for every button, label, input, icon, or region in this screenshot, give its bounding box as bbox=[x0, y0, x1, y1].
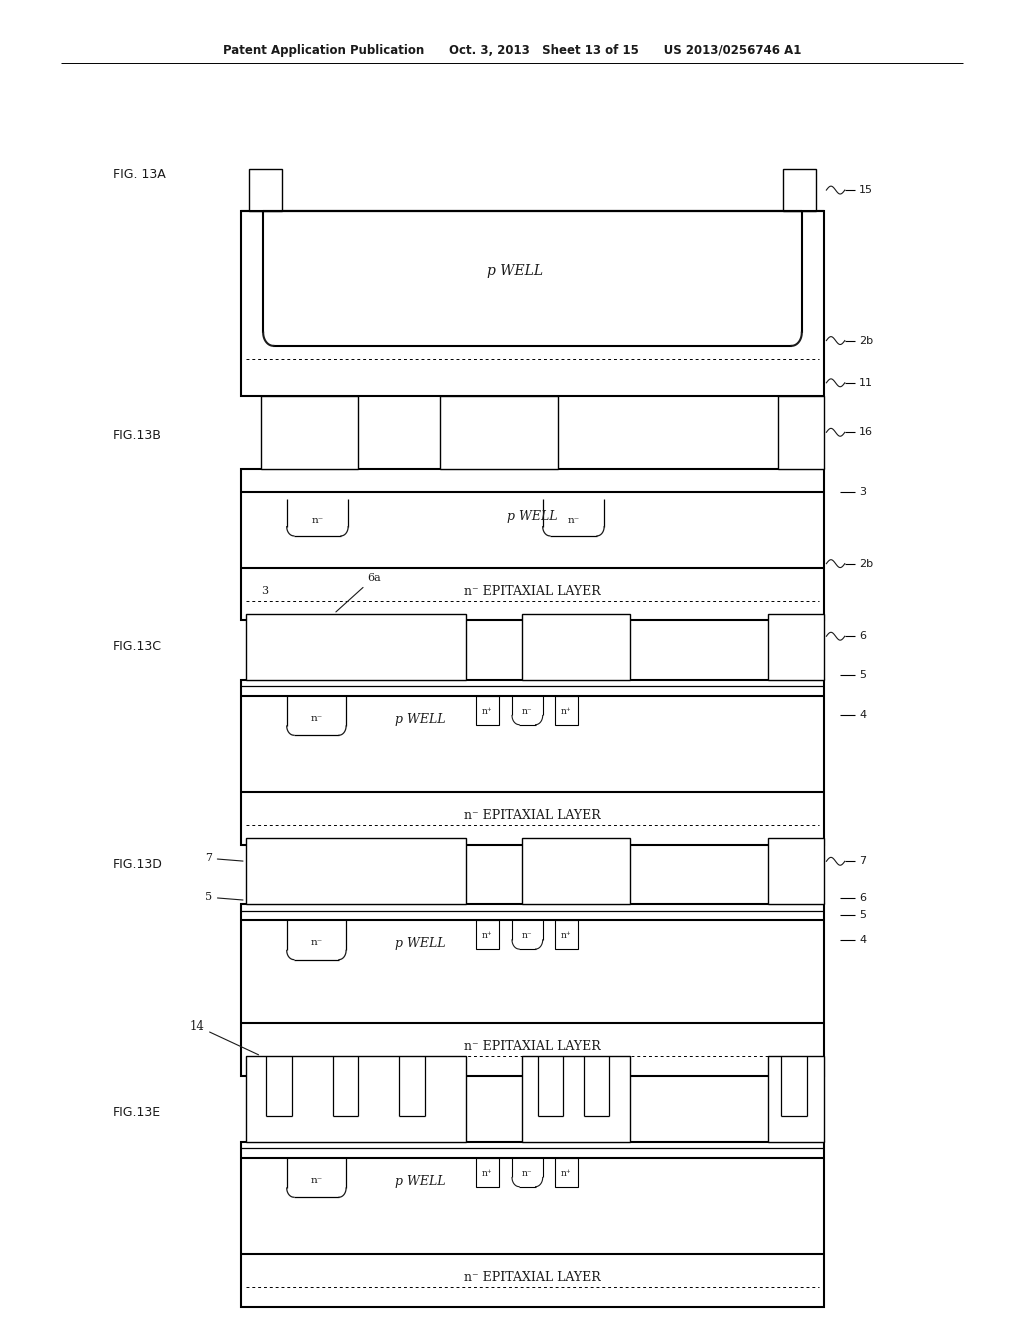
Text: 7: 7 bbox=[205, 853, 243, 863]
Text: n⁻: n⁻ bbox=[522, 708, 532, 715]
Text: FIG.13C: FIG.13C bbox=[113, 640, 162, 653]
Bar bbox=[555, 696, 578, 725]
Text: 14: 14 bbox=[189, 1019, 259, 1055]
Text: 5: 5 bbox=[859, 669, 866, 680]
Text: 6a: 6a bbox=[336, 573, 381, 612]
Text: n⁺: n⁺ bbox=[561, 708, 571, 715]
Text: 11: 11 bbox=[859, 378, 873, 388]
Text: n⁻ EPITAXIAL LAYER: n⁻ EPITAXIAL LAYER bbox=[464, 1271, 601, 1284]
Bar bbox=[768, 838, 824, 904]
Text: n⁻: n⁻ bbox=[522, 932, 532, 940]
Text: 7: 7 bbox=[859, 857, 866, 866]
Bar bbox=[261, 396, 358, 469]
Text: FIG.13B: FIG.13B bbox=[113, 429, 162, 442]
Bar bbox=[246, 614, 466, 680]
Bar bbox=[555, 920, 578, 949]
Bar bbox=[249, 169, 282, 211]
Text: 5: 5 bbox=[205, 892, 243, 903]
Bar bbox=[241, 469, 824, 620]
Bar bbox=[241, 211, 824, 396]
Text: p WELL: p WELL bbox=[507, 510, 558, 523]
Bar bbox=[476, 696, 499, 725]
Text: n⁺: n⁺ bbox=[482, 708, 493, 715]
Text: n⁻ EPITAXIAL LAYER: n⁻ EPITAXIAL LAYER bbox=[464, 1040, 601, 1053]
Bar bbox=[522, 614, 630, 680]
Bar bbox=[241, 1142, 824, 1307]
Text: 4: 4 bbox=[859, 710, 866, 721]
Text: n⁺: n⁺ bbox=[561, 1170, 571, 1177]
Text: n⁻: n⁻ bbox=[567, 516, 580, 524]
Text: n⁻: n⁻ bbox=[310, 714, 323, 722]
Text: 2b: 2b bbox=[859, 558, 873, 569]
Text: n⁻: n⁻ bbox=[311, 516, 324, 524]
Bar bbox=[241, 904, 824, 1076]
Text: n⁻ EPITAXIAL LAYER: n⁻ EPITAXIAL LAYER bbox=[464, 809, 601, 822]
Text: FIG.13D: FIG.13D bbox=[113, 858, 163, 871]
Bar bbox=[778, 396, 824, 469]
Bar bbox=[241, 680, 824, 845]
Text: n⁺: n⁺ bbox=[482, 932, 493, 940]
Bar bbox=[555, 1158, 578, 1187]
Text: Patent Application Publication      Oct. 3, 2013   Sheet 13 of 15      US 2013/0: Patent Application Publication Oct. 3, 2… bbox=[223, 44, 801, 57]
Bar bbox=[768, 614, 824, 680]
Text: FIG. 13A: FIG. 13A bbox=[113, 168, 166, 181]
Text: 3: 3 bbox=[859, 487, 866, 498]
Text: n⁻: n⁻ bbox=[310, 939, 323, 946]
Text: 6: 6 bbox=[859, 892, 866, 903]
Text: p WELL: p WELL bbox=[394, 937, 445, 950]
Bar bbox=[768, 1056, 824, 1142]
Bar bbox=[476, 920, 499, 949]
Text: n⁻: n⁻ bbox=[310, 1176, 323, 1184]
Text: FIG.13E: FIG.13E bbox=[113, 1106, 161, 1119]
Text: 2b: 2b bbox=[859, 335, 873, 346]
Text: p WELL: p WELL bbox=[394, 713, 445, 726]
Bar bbox=[522, 1056, 630, 1142]
Bar bbox=[783, 169, 816, 211]
Text: 6: 6 bbox=[859, 631, 866, 642]
Bar bbox=[246, 838, 466, 904]
Text: 15: 15 bbox=[859, 185, 873, 195]
Bar bbox=[246, 1056, 466, 1142]
Text: n⁺: n⁺ bbox=[482, 1170, 493, 1177]
Text: n⁻: n⁻ bbox=[522, 1170, 532, 1177]
Bar bbox=[476, 1158, 499, 1187]
Text: p WELL: p WELL bbox=[394, 1175, 445, 1188]
Text: 4: 4 bbox=[859, 935, 866, 945]
Text: n⁺: n⁺ bbox=[561, 932, 571, 940]
Text: 3: 3 bbox=[261, 586, 268, 597]
Text: 5: 5 bbox=[859, 909, 866, 920]
Text: p WELL: p WELL bbox=[486, 264, 543, 277]
Bar bbox=[522, 838, 630, 904]
Text: 16: 16 bbox=[859, 428, 873, 437]
Bar bbox=[440, 396, 558, 469]
Text: n⁻ EPITAXIAL LAYER: n⁻ EPITAXIAL LAYER bbox=[464, 585, 601, 598]
